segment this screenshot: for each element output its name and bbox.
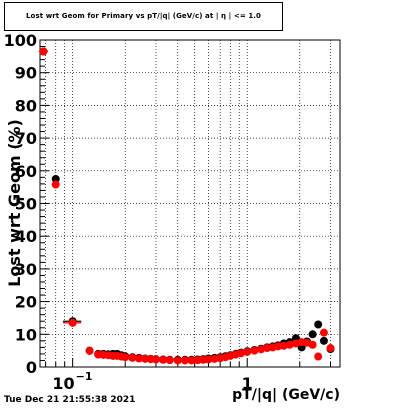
data-point <box>135 354 144 363</box>
chart-title-box: Lost wrt Geom for Primary vs pT/|q| (GeV… <box>4 2 283 31</box>
data-point <box>257 345 266 354</box>
data-point <box>51 174 60 183</box>
y-tick-label: 90 <box>15 64 37 83</box>
axis-ticks <box>40 39 332 368</box>
data-point <box>314 352 323 361</box>
data-point <box>273 342 282 351</box>
data-point <box>121 353 130 362</box>
data-point <box>159 355 168 364</box>
y-tick-label: 80 <box>15 96 37 115</box>
y-tick-label: 10 <box>15 325 37 344</box>
data-point <box>173 356 182 365</box>
grid <box>40 39 340 368</box>
data-point <box>204 355 213 364</box>
data-point <box>187 356 196 365</box>
data-point <box>285 340 294 349</box>
data-point <box>151 355 160 364</box>
y-tick-label: 40 <box>15 227 37 246</box>
y-tick-label: 60 <box>15 162 37 181</box>
data-point <box>51 180 60 189</box>
data-point <box>68 318 77 327</box>
chart-title: Lost wrt Geom for Primary vs pT/|q| (GeV… <box>25 12 262 20</box>
x-tick-label-exponent: −1 <box>76 370 93 383</box>
data-point <box>39 47 48 56</box>
series-group <box>38 47 335 365</box>
data-point <box>128 353 137 362</box>
series-2 <box>38 47 335 365</box>
data-point <box>243 347 252 356</box>
y-tick-label: 20 <box>15 293 37 312</box>
x-tick-label: 10 <box>52 374 74 393</box>
data-point <box>319 336 328 345</box>
y-tick-label: 50 <box>15 195 37 214</box>
data-point <box>250 346 259 355</box>
x-axis-label: pT/|q| (GeV/c) <box>232 387 340 403</box>
y-tick-label: 100 <box>4 31 37 50</box>
data-point <box>236 349 245 358</box>
y-axis-label: Lost wrt Geom (%) <box>5 119 24 287</box>
x-tick-label: 1 <box>242 374 253 393</box>
data-point <box>326 344 335 353</box>
data-point <box>85 346 94 355</box>
data-point <box>314 320 323 329</box>
series-1 <box>38 47 335 364</box>
y-tick-label: 30 <box>15 260 37 279</box>
y-tick-label: 70 <box>15 129 37 148</box>
y-tick-label: 0 <box>26 358 37 377</box>
data-point <box>165 356 174 365</box>
data-point <box>319 328 328 337</box>
data-point <box>308 330 317 339</box>
data-point <box>308 340 317 349</box>
data-point <box>180 356 189 365</box>
timestamp: Tue Dec 21 21:55:38 2021 <box>4 395 136 405</box>
